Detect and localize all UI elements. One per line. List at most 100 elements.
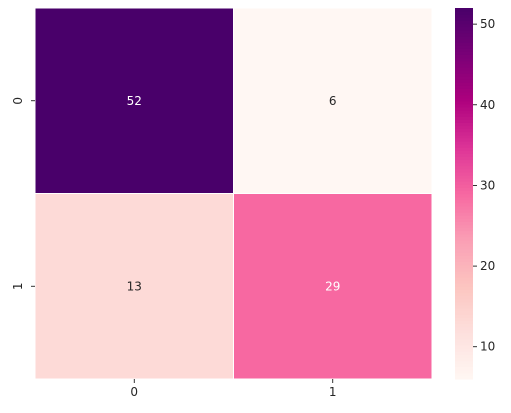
colorbar-strip [455,354,473,358]
colorbar-strip [455,45,473,49]
colorbar-strip [455,165,473,170]
colorbar-strip [455,66,473,71]
colorbar-strip [455,82,473,86]
heatmap-cells [34,7,433,380]
colorbar-strip [455,369,473,374]
colorbar-strip [455,110,473,114]
heatmap-cell-r1-c0 [34,193,234,380]
colorbar-strip [455,72,473,77]
cell-label-r1-c0: 13 [127,279,142,293]
colorbar-strip [455,344,473,349]
colorbar-strip [455,113,473,117]
colorbar-strip [455,14,473,18]
colorbar-strip [455,11,473,15]
heatmap-cell-labels: 52 6 13 29 [127,94,341,294]
colorbar-strip [455,48,473,52]
colorbar-strip [455,125,473,130]
colorbar-strip [455,212,473,216]
colorbar-strip [455,193,473,198]
colorbar-strip [455,156,473,161]
y-axis: 01 [11,97,35,290]
colorbar-strip [455,51,473,55]
colorbar-strip [455,338,473,343]
colorbar-strip [455,208,473,213]
colorbar-strip [455,144,473,148]
colorbar-strip [455,63,473,68]
colorbar-strip [455,178,473,182]
colorbar-strip [455,85,473,89]
heatmap-cell-r1-c1 [233,193,433,380]
colorbar-strip [455,79,473,83]
colorbar-strip [455,116,473,120]
colorbar-tick-label-3: 40 [480,98,495,112]
colorbar-strip [455,317,473,321]
colorbar-strip [455,270,473,275]
colorbar-strip [455,54,473,59]
colorbar-strip [455,357,473,362]
colorbar-strip [455,273,473,278]
colorbar-strip [455,35,473,40]
heatmap-cell-r0-c1 [233,7,433,194]
colorbar-strip [455,181,473,185]
cell-label-r0-c0: 52 [127,94,142,108]
colorbar-strip [455,283,473,287]
colorbar-strip [455,91,473,96]
colorbar-strip [455,258,473,263]
colorbar-strip [455,224,473,229]
colorbar-strip [455,255,473,260]
colorbar-strip [455,32,473,37]
colorbar-strip [455,326,473,331]
colorbar-strip [455,264,473,269]
colorbar-strip [455,42,473,46]
colorbar-strip [455,153,473,157]
colorbar-strip [455,323,473,328]
colorbar-strip [455,363,473,368]
colorbar-strip [455,119,473,123]
colorbar-strip [455,246,473,250]
colorbar-strip [455,131,473,136]
colorbar-strip [455,20,473,25]
heatmap-cell-r0-c0 [34,7,234,194]
colorbar-strip [455,267,473,272]
colorbar-strip [455,329,473,334]
colorbar-strip [455,348,473,352]
colorbar-strip [455,168,473,173]
colorbar-strip [455,88,473,93]
colorbar-strip [455,76,473,80]
colorbar-strip [455,190,473,195]
colorbar-strip [455,23,473,28]
colorbar-strip [455,171,473,176]
colorbar-strip [455,276,473,281]
colorbar-strip [455,174,473,179]
colorbar-strip [455,29,473,34]
colorbar-strip [455,289,473,294]
x-tick-label-0: 0 [130,385,138,399]
colorbar-strip [455,122,473,127]
colorbar-strip [455,307,473,312]
colorbar-strip [455,128,473,133]
colorbar-strip [455,8,473,12]
colorbar-strip [455,351,473,355]
colorbar-strip [455,295,473,300]
colorbar-strip [455,159,473,164]
colorbar-strip [455,162,473,167]
colorbar-strip [455,304,473,309]
colorbar-strip [455,134,473,139]
colorbar-strip [455,199,473,204]
colorbar-strip [455,147,473,151]
colorbar-strip [455,227,473,232]
colorbar-strip [455,252,473,256]
colorbar-strip [455,314,473,318]
colorbar-strip [455,341,473,346]
y-tick-label-0: 0 [11,97,25,105]
colorbar-strip [455,57,473,62]
colorbar-strip [455,94,473,99]
colorbar-strip [455,320,473,324]
colorbar-strip [455,106,473,111]
colorbar-strip [455,236,473,241]
colorbar-strip [455,366,473,371]
colorbar-strip [455,137,473,142]
colorbar-strip [455,242,473,247]
colorbar [455,8,473,380]
